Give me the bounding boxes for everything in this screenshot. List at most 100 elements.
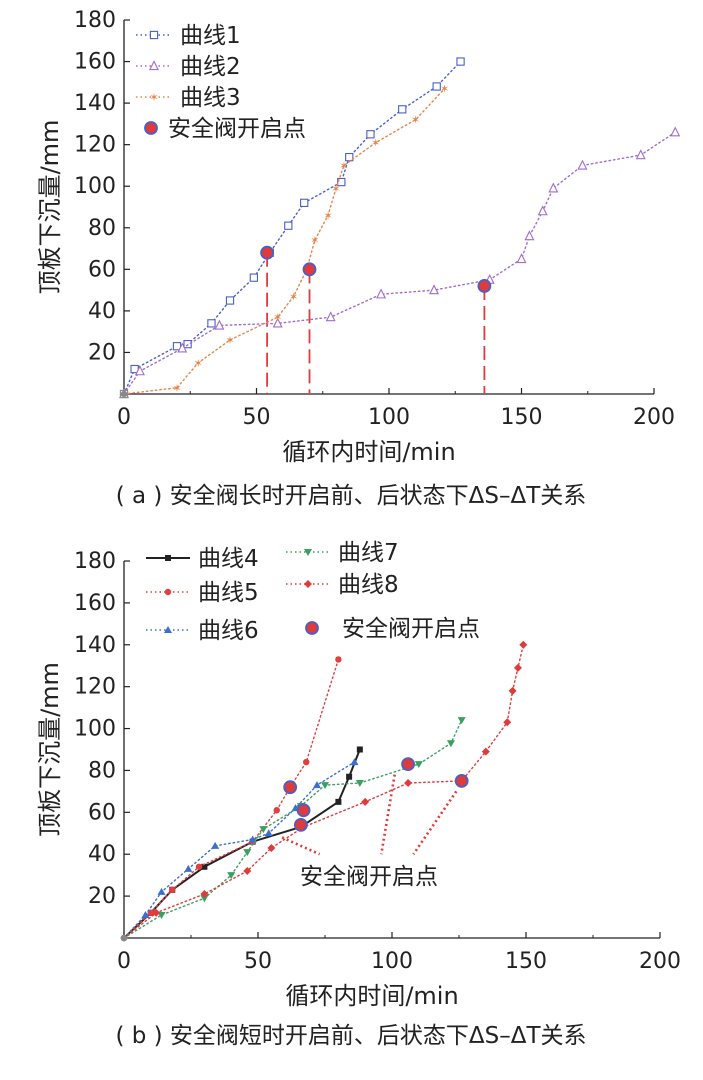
data-point	[225, 296, 235, 305]
data-point	[335, 656, 342, 663]
data-point	[503, 718, 512, 727]
data-point	[120, 934, 128, 942]
legend-label: 曲线7	[338, 540, 399, 566]
x-tick-label: 150	[505, 949, 547, 974]
data-point	[414, 761, 423, 769]
data-point	[537, 205, 548, 216]
data-point	[404, 779, 413, 788]
legend-marker	[149, 60, 159, 71]
legend-marker	[165, 555, 171, 561]
y-tick-label: 160	[74, 591, 116, 616]
data-point	[350, 758, 359, 766]
x-tick-label: 200	[633, 405, 675, 430]
data-point	[214, 319, 225, 330]
data-point	[366, 130, 375, 139]
data-point	[201, 863, 208, 870]
series-line	[123, 658, 340, 939]
data-point	[432, 82, 441, 91]
data-point	[296, 803, 311, 818]
x-tick-label: 150	[501, 405, 543, 430]
legend-marker	[144, 121, 158, 135]
data-point	[147, 909, 154, 917]
legend-label: 曲线6	[198, 618, 259, 644]
data-point	[195, 863, 203, 870]
annotation: 安全阀开启点	[281, 774, 458, 890]
data-point	[516, 253, 527, 264]
data-point	[519, 640, 528, 649]
chart-panel-b: 20 40 60 80 100 120 140 160 180 0 50 100 150 200 循环内时间…	[36, 540, 681, 1049]
y-axis-label: 顶板下沉量/mm	[36, 120, 64, 295]
data-point: ✶	[331, 182, 340, 195]
data-point: ✶	[371, 137, 380, 150]
series-安全阀开启点	[260, 245, 492, 293]
x-tick-label: 0	[117, 949, 131, 974]
data-point	[272, 317, 283, 328]
data-point	[508, 686, 517, 695]
data-point	[300, 198, 309, 207]
data-point	[184, 864, 193, 872]
legend-label: 曲线1	[180, 23, 241, 49]
y-tick-label: 120	[74, 675, 116, 700]
annotation-pointer	[379, 774, 396, 855]
data-point	[670, 126, 681, 137]
data-point	[346, 773, 353, 780]
data-point	[267, 843, 276, 852]
series-曲线7	[120, 717, 466, 942]
y-tick-label: 80	[88, 216, 116, 241]
series-line	[123, 748, 361, 939]
y-tick-label: 100	[74, 717, 116, 742]
legend-label: 曲线5	[198, 580, 259, 606]
data-point: ✶	[289, 290, 298, 303]
y-tick-label: 60	[88, 800, 116, 825]
x-tick-label: 200	[639, 949, 681, 974]
series-曲线2	[119, 126, 681, 399]
data-point	[325, 311, 336, 322]
data-point: ✶	[339, 159, 348, 172]
data-point	[183, 339, 192, 349]
data-point	[284, 221, 293, 230]
data-point	[337, 177, 346, 187]
series-line	[123, 87, 446, 395]
x-tick-label: 0	[117, 405, 131, 430]
legend-label: 安全阀开启点	[168, 116, 306, 142]
data-point	[249, 273, 258, 282]
data-point	[211, 841, 220, 849]
y-tick-label: 40	[88, 299, 116, 324]
data-point	[264, 829, 273, 837]
y-tick-label: 160	[74, 50, 116, 75]
data-point	[376, 288, 387, 299]
data-point	[401, 757, 415, 772]
series-曲线5	[120, 656, 342, 942]
y-tick-label: 20	[88, 340, 116, 365]
data-point	[302, 262, 317, 277]
legend-marker	[304, 549, 312, 556]
data-point	[361, 797, 370, 806]
data-point	[134, 365, 145, 376]
figure-caption: ( a ) 安全阀长时开启前、后状态下ΔS–ΔT关系	[116, 483, 587, 509]
data-point	[577, 159, 588, 170]
data-point	[429, 284, 440, 295]
data-point	[345, 152, 354, 162]
data-point	[157, 911, 166, 919]
data-point	[635, 149, 646, 160]
data-point	[293, 818, 308, 832]
data-point	[259, 826, 268, 834]
legend-label: 曲线8	[338, 572, 399, 598]
series-line	[123, 644, 525, 939]
y-tick-label: 120	[74, 133, 116, 158]
data-point	[243, 849, 252, 857]
data-point	[120, 390, 128, 398]
data-point	[200, 890, 209, 899]
annotation-pointer	[281, 836, 321, 856]
data-point	[398, 105, 407, 114]
legend: 曲线1 曲线2 ✶ 曲线3 安全阀开启点	[136, 23, 306, 142]
data-point	[283, 780, 298, 795]
data-point	[157, 887, 166, 895]
data-point: ✶	[440, 83, 449, 96]
data-point	[227, 872, 236, 880]
x-tick-label: 50	[243, 405, 271, 430]
y-tick-label: 140	[74, 91, 116, 116]
series-曲线1	[119, 57, 465, 399]
y-tick-label: 180	[74, 549, 116, 574]
data-point	[312, 781, 321, 789]
